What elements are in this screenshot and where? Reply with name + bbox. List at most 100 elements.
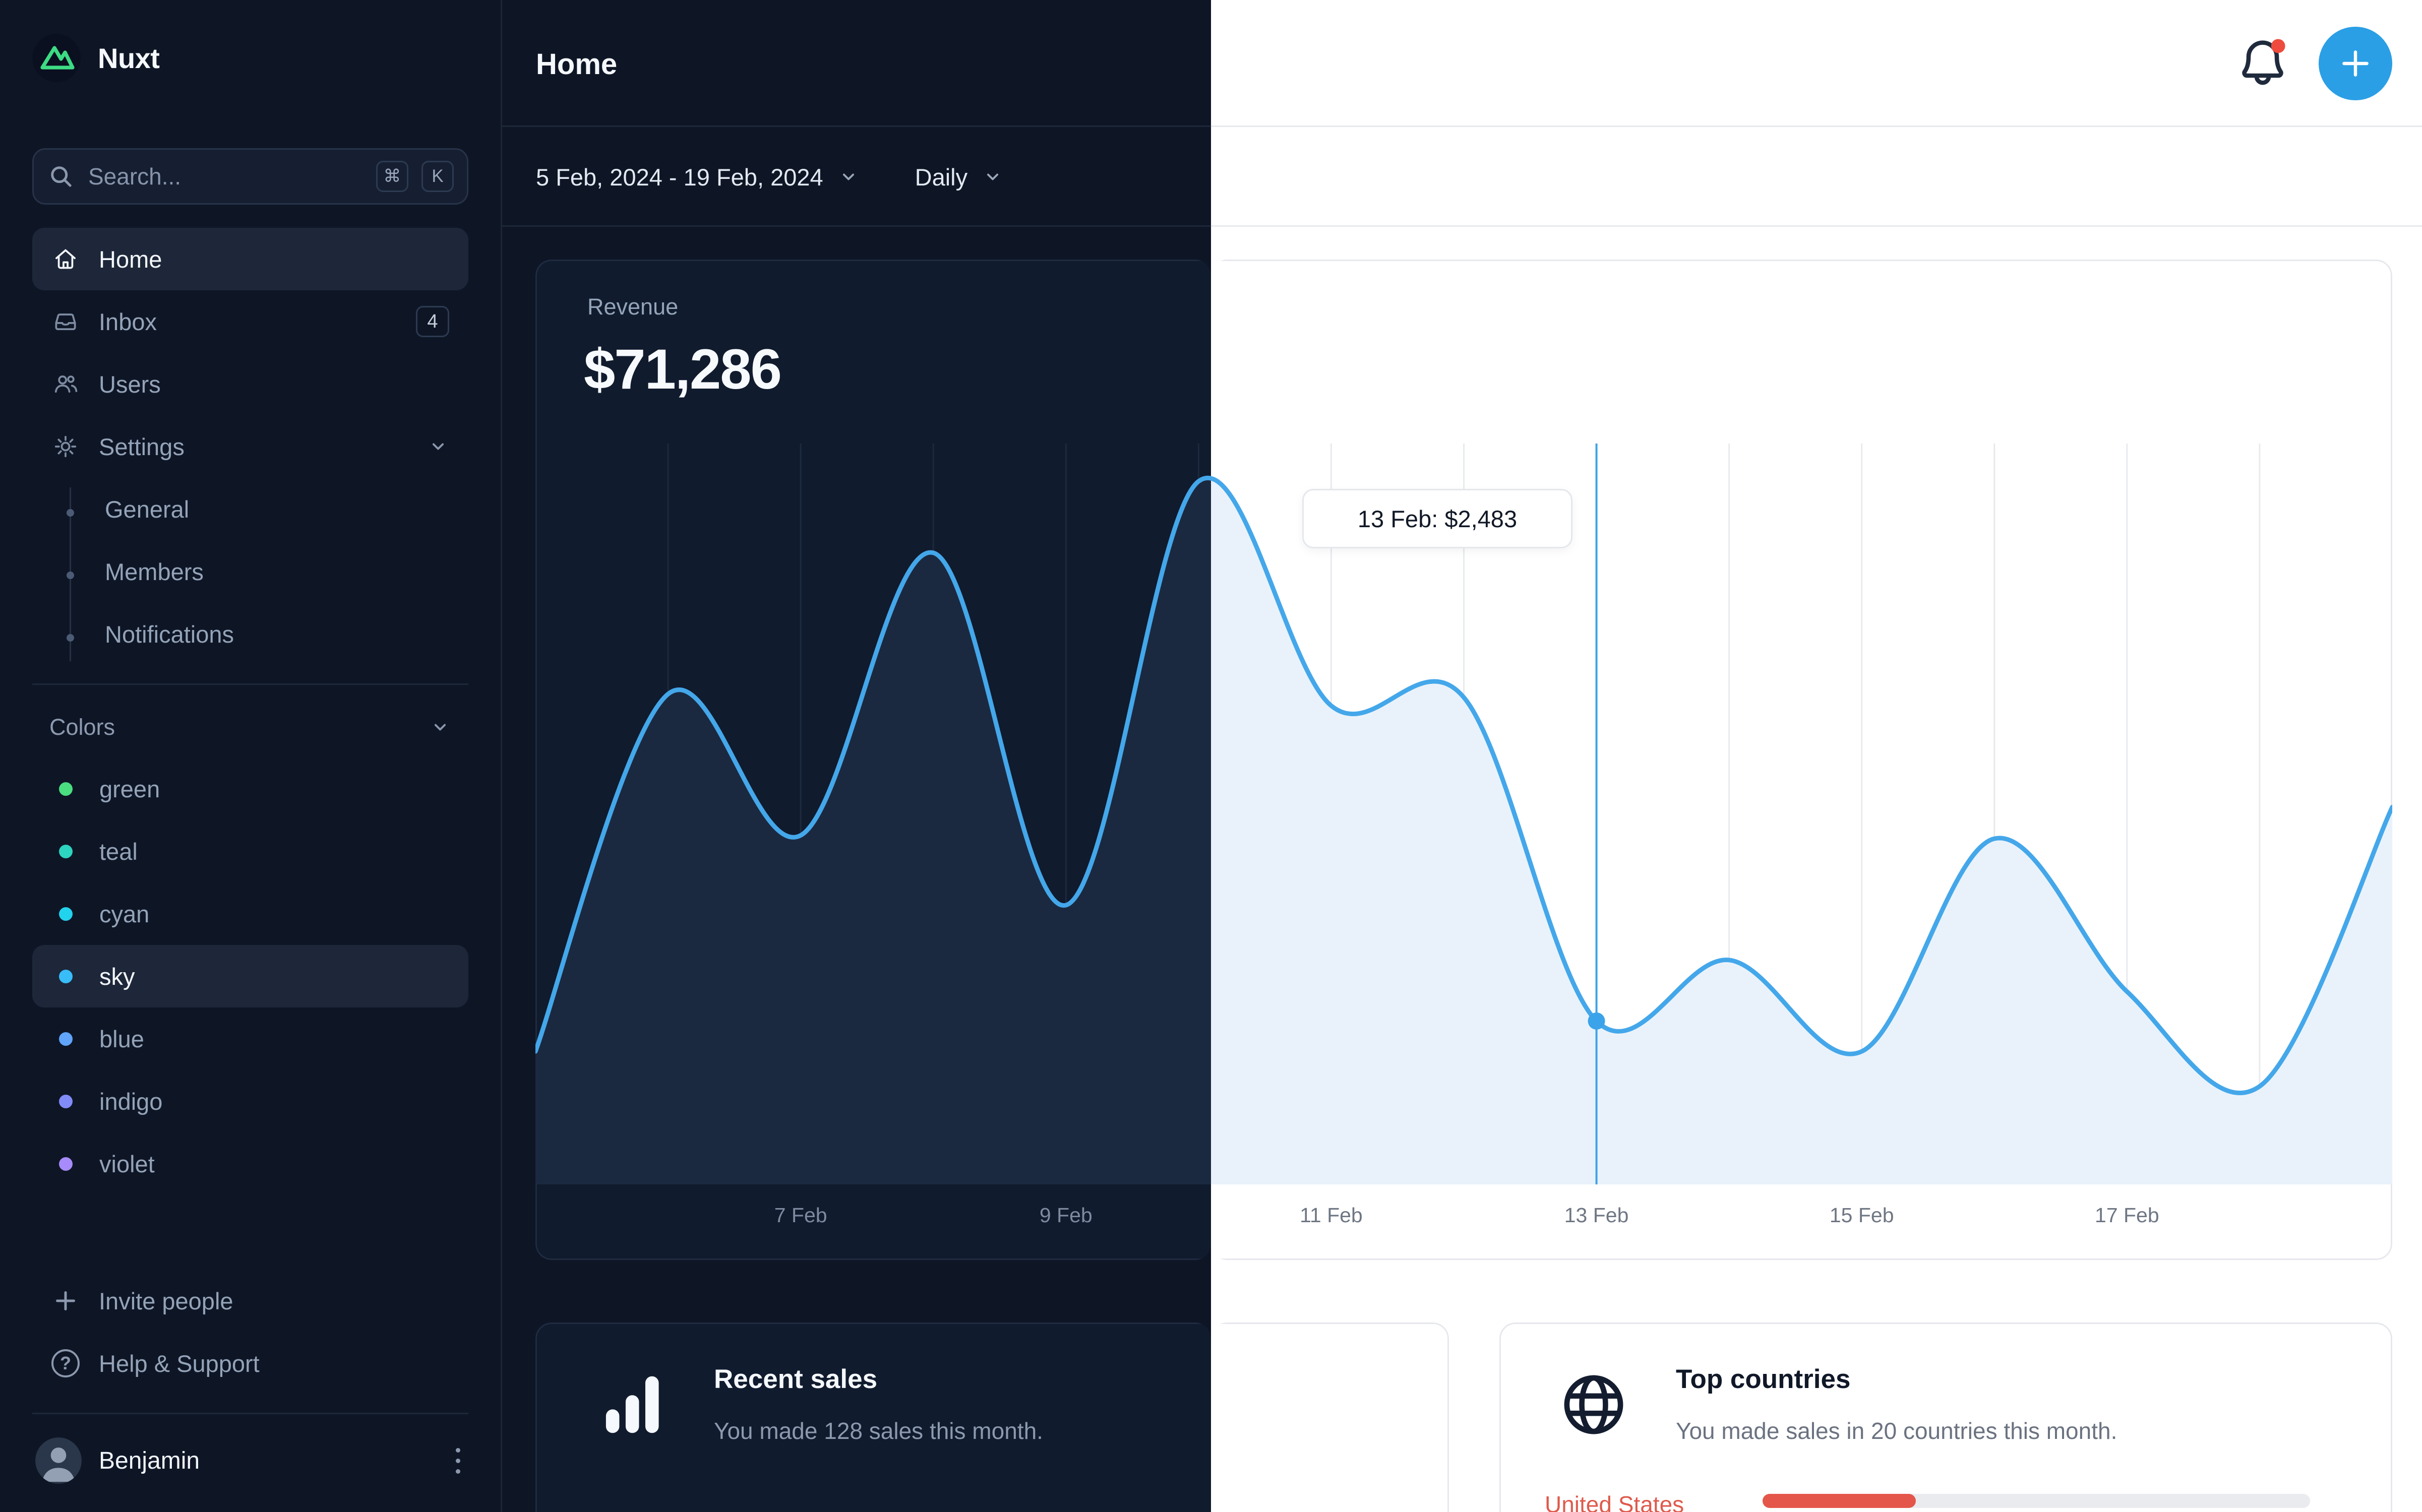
country-row-bar-track	[1763, 1494, 2310, 1508]
invite-people-button[interactable]: Invite people	[32, 1270, 468, 1332]
sidebar-color-item-sky[interactable]: sky	[32, 945, 468, 1007]
subnav-bullet-icon	[67, 572, 74, 579]
sidebar-item-label: Users	[99, 370, 161, 398]
kbd-command: ⌘	[376, 161, 408, 192]
sidebar-nav: Home Inbox 4 Users Settings General Members Not…	[32, 228, 468, 665]
sidebar-subitem-label: Members	[105, 558, 204, 585]
search-icon	[47, 162, 75, 191]
top-countries-title: Top countries	[1676, 1364, 1851, 1394]
color-item-label: indigo	[99, 1088, 163, 1115]
date-range-value: 5 Feb, 2024 - 19 Feb, 2024	[536, 163, 823, 191]
bar-chart-icon	[595, 1367, 671, 1442]
color-dot-icon	[59, 907, 73, 921]
chart-x-axis: 7 Feb 9 Feb 11 Feb 13 Feb 15 Feb 17 Feb	[535, 1204, 2392, 1234]
chevron-down-icon	[427, 435, 449, 458]
sidebar-subitem-notifications[interactable]: Notifications	[32, 603, 468, 665]
sidebar-item-label: Inbox	[99, 308, 157, 335]
chevron-down-icon	[429, 716, 451, 738]
color-item-label: green	[99, 775, 160, 802]
recent-sales-card[interactable]	[535, 1322, 1449, 1512]
page-title: Home	[536, 48, 618, 81]
x-axis-tick-label: 15 Feb	[1829, 1204, 1894, 1227]
top-countries-card-bg	[1499, 1322, 2392, 1512]
sidebar-color-item-green[interactable]: green	[32, 758, 468, 820]
color-item-label: cyan	[99, 900, 150, 927]
sidebar-subitem-general[interactable]: General	[32, 478, 468, 540]
page-header: Home	[502, 0, 2422, 127]
globe-icon	[1556, 1367, 1631, 1442]
sidebar-subitem-members[interactable]: Members	[32, 540, 468, 603]
x-axis-tick-label: 17 Feb	[2095, 1204, 2159, 1227]
kbd-k: K	[421, 161, 454, 192]
color-dot-icon	[59, 1032, 73, 1046]
sidebar-item-label: Settings	[99, 433, 185, 460]
colors-list: green teal cyan sky blue indigo violet	[32, 758, 468, 1195]
date-range-select[interactable]: 5 Feb, 2024 - 19 Feb, 2024	[536, 163, 860, 191]
colors-section-toggle[interactable]: Colors	[32, 703, 468, 751]
top-countries-subtitle: You made sales in 20 countries this mont…	[1676, 1418, 2117, 1444]
granularity-select[interactable]: Daily	[915, 163, 1004, 191]
country-row: United States	[1545, 1491, 2351, 1512]
chevron-down-icon	[982, 166, 1004, 188]
granularity-value: Daily	[915, 163, 968, 191]
x-axis-tick-label: 7 Feb	[774, 1204, 827, 1227]
user-name: Benjamin	[99, 1447, 200, 1474]
x-axis-tick-label: 13 Feb	[1564, 1204, 1629, 1227]
color-dot-icon	[59, 844, 73, 858]
sidebar-color-item-cyan[interactable]: cyan	[32, 883, 468, 945]
country-row-label: United States	[1545, 1491, 1684, 1512]
sidebar-color-item-teal[interactable]: teal	[32, 820, 468, 883]
color-item-label: blue	[99, 1025, 144, 1052]
sidebar-item-settings[interactable]: Settings	[32, 415, 468, 478]
subnav-bullet-icon	[67, 509, 74, 517]
help-support-label: Help & Support	[99, 1350, 260, 1377]
notifications-bell-button[interactable]	[2230, 31, 2295, 96]
sidebar-divider-bottom	[32, 1413, 468, 1414]
recent-sales-title: Recent sales	[714, 1364, 878, 1394]
gear-icon	[51, 432, 80, 461]
subnav-bullet-icon	[67, 634, 74, 642]
color-item-label: teal	[99, 838, 138, 865]
search-placeholder: Search...	[88, 163, 181, 190]
revenue-label: Revenue	[587, 294, 679, 320]
chevron-down-icon	[837, 166, 860, 188]
filters-toolbar: 5 Feb, 2024 - 19 Feb, 2024 Daily	[502, 127, 2422, 227]
sidebar-color-item-violet[interactable]: violet	[32, 1132, 468, 1195]
color-item-label: violet	[99, 1150, 155, 1177]
inbox-icon	[51, 307, 80, 336]
user-menu[interactable]: Benjamin	[32, 1432, 468, 1489]
help-support-button[interactable]: Help & Support	[32, 1332, 468, 1395]
revenue-value: $71,286	[584, 338, 782, 401]
help-icon	[51, 1349, 80, 1377]
sidebar-item-users[interactable]: Users	[32, 353, 468, 415]
chart-tooltip: 13 Feb: $2,483	[1302, 489, 1572, 548]
color-dot-icon	[59, 1157, 73, 1171]
invite-people-label: Invite people	[99, 1287, 233, 1314]
kebab-menu-icon[interactable]	[451, 1443, 465, 1479]
sidebar-color-item-blue[interactable]: blue	[32, 1007, 468, 1070]
home-icon	[51, 245, 80, 273]
users-icon	[51, 370, 80, 398]
add-button[interactable]	[2319, 27, 2392, 100]
color-item-label: sky	[99, 963, 135, 990]
x-axis-tick-label: 11 Feb	[1300, 1204, 1363, 1227]
sidebar-divider	[32, 683, 468, 685]
nuxt-logo-icon	[32, 34, 81, 82]
revenue-chart[interactable]	[533, 444, 2395, 1184]
top-countries-card[interactable]	[1499, 1322, 2392, 1512]
color-dot-icon	[59, 969, 73, 983]
workspace-logo[interactable]: Nuxt	[32, 30, 468, 86]
sidebar-item-inbox[interactable]: Inbox 4	[32, 290, 468, 353]
avatar	[35, 1437, 82, 1484]
sidebar: Nuxt Search... ⌘ K Home Inbox 4 Users Settin…	[0, 0, 502, 1512]
plus-icon	[51, 1287, 80, 1315]
x-axis-tick-label: 9 Feb	[1039, 1204, 1093, 1227]
recent-sales-subtitle: You made 128 sales this month.	[714, 1418, 1043, 1444]
sidebar-item-home[interactable]: Home	[32, 228, 468, 290]
sidebar-subitem-label: Notifications	[105, 620, 234, 648]
sidebar-color-item-indigo[interactable]: indigo	[32, 1070, 468, 1132]
search-input[interactable]: Search... ⌘ K	[32, 148, 468, 205]
workspace-name: Nuxt	[98, 42, 160, 74]
color-dot-icon	[59, 782, 73, 796]
